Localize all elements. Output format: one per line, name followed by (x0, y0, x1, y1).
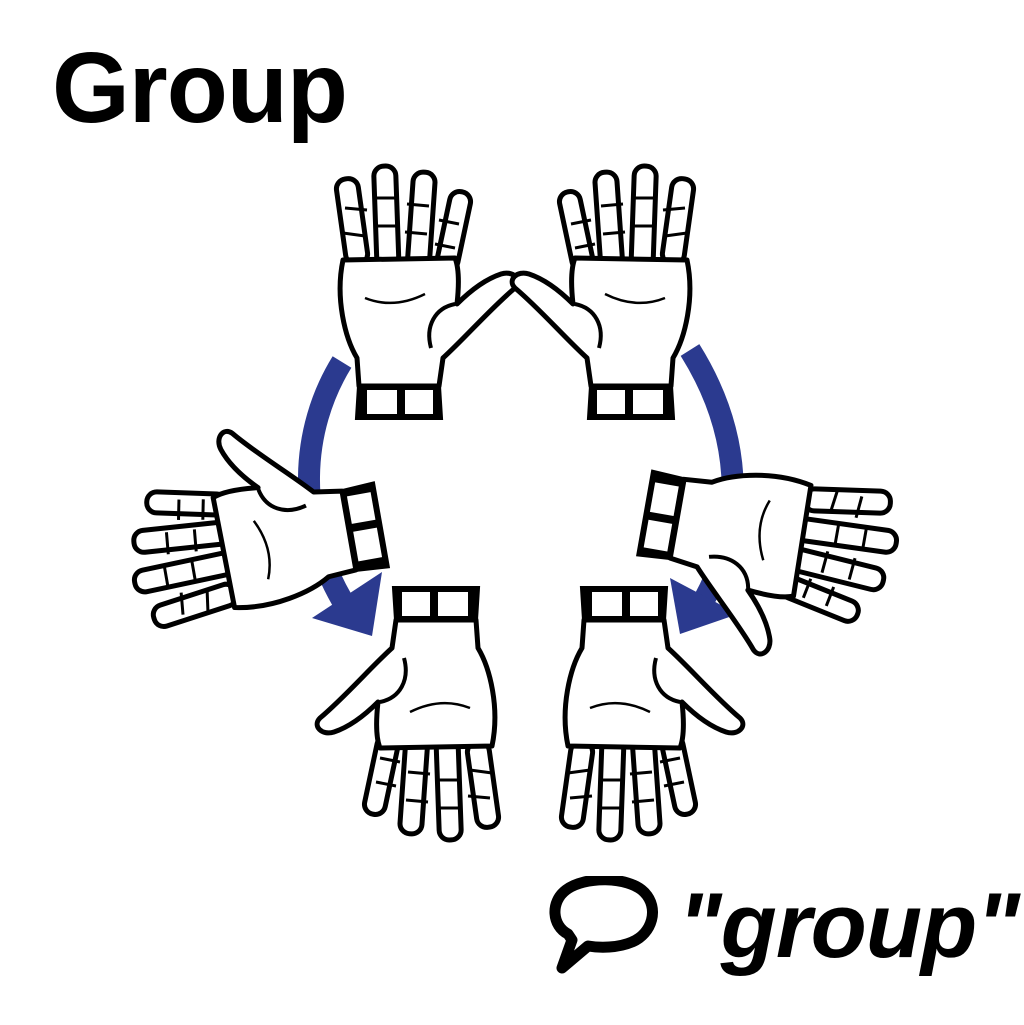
open-palm-icon (512, 166, 695, 418)
open-palm-icon (335, 166, 518, 418)
speech-bubble-icon (549, 876, 658, 974)
open-palm-icon (560, 588, 743, 840)
page-title: Group (52, 32, 348, 144)
spoken-word: "group" (678, 874, 1020, 977)
spoken-word-caption: "group" (548, 874, 1020, 977)
